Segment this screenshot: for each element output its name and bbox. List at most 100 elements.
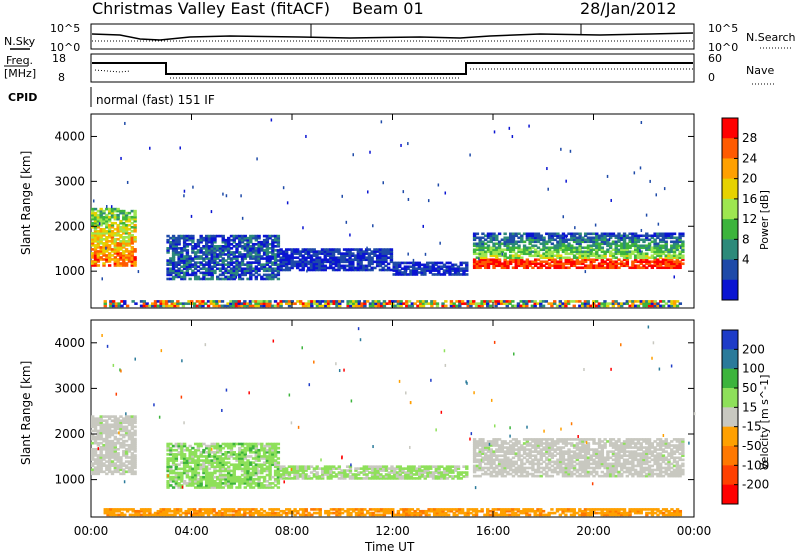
data-cell: [130, 435, 134, 439]
data-cell: [130, 238, 134, 241]
data-cell: [133, 433, 137, 437]
data-cell: [169, 269, 173, 273]
data-cell: [91, 470, 95, 474]
data-cell: [371, 300, 375, 303]
data-cell: [282, 475, 286, 478]
data-cell: [376, 475, 380, 478]
data-cell: [581, 258, 585, 262]
data-cell: [133, 217, 137, 221]
data-cell: [472, 260, 477, 264]
data-cell: [238, 238, 242, 242]
data-cell: [617, 262, 621, 266]
data-cell: [198, 304, 202, 308]
data-cell: [254, 467, 259, 471]
data-cell: [395, 475, 400, 478]
data-cell: [620, 250, 624, 254]
data-cell: [130, 468, 134, 472]
data-cell: [99, 217, 103, 221]
data-cell: [166, 263, 170, 266]
data-cell: [130, 470, 134, 474]
data-cell: [116, 229, 120, 233]
data-cell: [185, 255, 190, 258]
scatter-cell: [478, 257, 480, 261]
data-cell: [509, 254, 513, 258]
data-cell: [162, 302, 166, 305]
data-cell: [445, 477, 450, 480]
data-cell: [622, 244, 627, 248]
data-cell: [633, 246, 638, 250]
data-cell: [595, 244, 599, 248]
data-cell: [196, 467, 201, 471]
data-cell: [542, 242, 546, 246]
data-cell: [224, 271, 228, 275]
data-cell: [166, 259, 170, 262]
data-cell: [127, 217, 132, 221]
data-cell: [329, 260, 333, 264]
data-cell: [171, 477, 176, 481]
data-cell: [451, 469, 455, 472]
data-cell: [240, 238, 245, 242]
data-cell: [575, 236, 580, 240]
data-cell: [290, 256, 294, 260]
data-cell: [603, 252, 607, 256]
data-cell: [130, 466, 134, 470]
data-cell: [462, 271, 466, 274]
data-cell: [116, 421, 120, 425]
data-cell: [561, 458, 566, 462]
data-cell: [110, 213, 115, 217]
data-cell: [533, 442, 538, 445]
data-cell: [553, 246, 557, 250]
data-cell: [99, 460, 103, 463]
data-cell: [561, 238, 566, 242]
data-cell: [301, 475, 305, 478]
data-cell: [564, 466, 568, 470]
data-cell: [196, 482, 201, 485]
data-cell: [595, 236, 599, 240]
data-cell: [204, 267, 209, 271]
data-cell: [539, 438, 543, 441]
data-cell: [246, 269, 250, 273]
nave-tick-low: 0: [708, 71, 715, 84]
data-cell: [301, 258, 305, 262]
data-cell: [257, 244, 261, 248]
data-cell: [265, 467, 270, 471]
data-cell: [511, 442, 516, 445]
data-cell: [481, 248, 485, 252]
data-cell: [459, 477, 463, 480]
data-cell: [127, 242, 132, 245]
data-cell: [345, 248, 350, 251]
data-cell: [107, 233, 112, 237]
data-cell: [182, 263, 187, 266]
data-cell: [243, 471, 247, 475]
data-cell: [246, 473, 250, 477]
data-cell: [232, 475, 236, 479]
data-cell: [301, 248, 305, 251]
data-cell: [520, 248, 524, 252]
data-cell: [603, 254, 607, 258]
data-cell: [110, 223, 115, 227]
data-cell: [105, 244, 109, 247]
data-cell: [271, 450, 275, 454]
data-cell: [262, 242, 267, 246]
data-cell: [176, 300, 180, 303]
data-cell: [216, 446, 220, 450]
data-cell: [564, 304, 568, 308]
data-cell: [625, 244, 630, 248]
data-cell: [133, 417, 137, 420]
data-cell: [625, 258, 630, 262]
data-cell: [122, 439, 126, 443]
data-cell: [91, 231, 95, 235]
scatter-cell: [210, 210, 213, 214]
data-cell: [578, 232, 582, 236]
data-cell: [177, 240, 181, 244]
data-cell: [506, 472, 510, 476]
data-cell: [191, 240, 195, 244]
data-cell: [329, 262, 333, 266]
data-cell: [298, 254, 303, 257]
data-cell: [503, 252, 507, 256]
data-cell: [650, 256, 655, 260]
data-cell: [400, 273, 405, 276]
data-cell: [224, 267, 228, 271]
data-cell: [583, 300, 588, 303]
data-cell: [539, 266, 543, 270]
